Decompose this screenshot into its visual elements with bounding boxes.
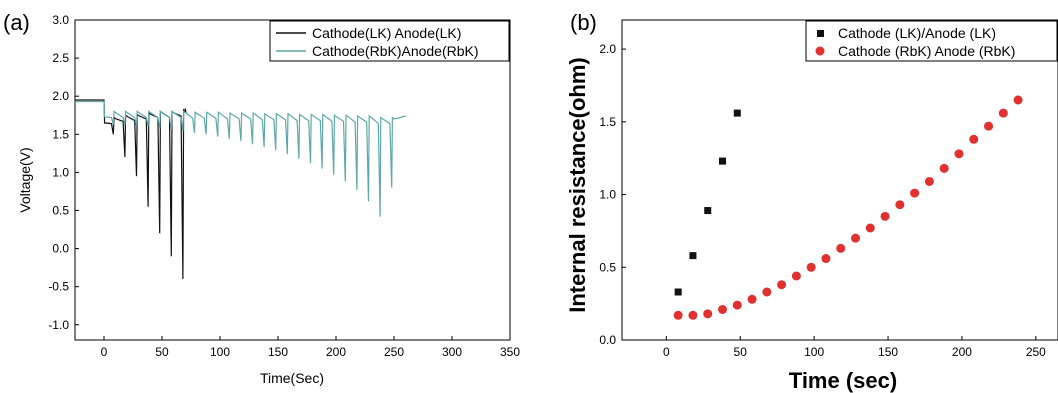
chart-b-point-circle	[954, 149, 964, 159]
chart-b-point-square	[704, 207, 712, 215]
chart-b-legend-marker-1	[815, 46, 825, 56]
chart-a-series-line-0	[75, 99, 187, 280]
chart-b-series	[673, 95, 1023, 320]
chart-a-ylabel: Voltage(V)	[17, 147, 33, 212]
x-tick-label: 50	[734, 345, 748, 359]
chart-b-point-circle	[688, 310, 698, 320]
y-tick-label: 3.0	[52, 13, 69, 27]
chart-a-legend-label-0: Cathode(LK) Anode(LK)	[312, 25, 461, 41]
chart-b-plot-frame	[621, 19, 1058, 341]
chart-b-point-circle	[673, 310, 683, 320]
chart-b-point-circle	[939, 163, 949, 173]
y-tick-label: -1.0	[48, 318, 69, 332]
x-tick-label: 350	[500, 345, 520, 359]
chart-b-point-circle	[732, 300, 742, 310]
chart-b-point-circle	[851, 233, 861, 243]
chart-b-ylabel: Internal resistance(ohm)	[565, 57, 590, 313]
chart-a-plot-frame	[74, 19, 511, 341]
chart-b-point-circle	[703, 309, 713, 319]
chart-b-xlabel: Time (sec)	[789, 368, 897, 393]
x-tick-label: 150	[878, 345, 898, 359]
chart-b-point-circle	[924, 176, 934, 186]
y-tick-label: 0.5	[599, 260, 616, 274]
chart-a-series-line-1	[75, 100, 406, 217]
y-tick-label: 1.0	[52, 165, 69, 179]
chart-b-point-circle	[777, 280, 787, 290]
chart-b-point-circle	[984, 121, 994, 131]
y-tick-label: 1.5	[52, 127, 69, 141]
chart-b-point-circle	[791, 271, 801, 281]
x-tick-label: 50	[155, 345, 169, 359]
x-tick-label: 100	[210, 345, 230, 359]
y-tick-label: 2.0	[599, 42, 616, 56]
chart-b-legend: Cathode (LK)/Anode (LK) Cathode (RbK) An…	[805, 20, 1058, 62]
x-tick-label: 200	[326, 345, 346, 359]
chart-b-point-circle	[1013, 95, 1023, 105]
x-tick-label: 300	[442, 345, 462, 359]
y-tick-label: 0.0	[52, 242, 69, 256]
chart-b-ticks: 0 50 100 150 200 250 0.0 0.5 1.0 1.5 2.0	[599, 42, 1046, 359]
chart-b-point-square	[719, 157, 727, 165]
y-tick-label: 2.5	[52, 51, 69, 65]
chart-b-point-circle	[865, 223, 875, 233]
chart-b-point-circle	[821, 254, 831, 264]
chart-b-point-circle	[910, 188, 920, 198]
chart-a-xlabel: Time(Sec)	[260, 370, 324, 386]
chart-b-point-circle	[762, 287, 772, 297]
chart-b-legend-label-0: Cathode (LK)/Anode (LK)	[838, 25, 996, 41]
chart-a-ticks: 0 50 100 150 200 250 300 350 -1.0 -0.5 0.0 0.5 1.0 1.…	[48, 13, 520, 359]
chart-b-point-circle	[806, 262, 816, 272]
x-tick-label: 250	[1026, 345, 1046, 359]
y-tick-label: 2.0	[52, 89, 69, 103]
chart-b-point-circle	[836, 243, 846, 253]
chart-a-legend-label-1: Cathode(RbK)Anode(RbK)	[312, 43, 479, 59]
chart-b-point-square	[689, 252, 697, 260]
chart-b-legend-marker-0	[817, 30, 824, 37]
chart-b-legend-label-1: Cathode (RbK) Anode (RbK)	[838, 43, 1015, 59]
x-tick-label: 0	[101, 345, 108, 359]
chart-b-point-circle	[880, 211, 890, 221]
chart-b-point-circle	[895, 200, 905, 210]
x-tick-label: 200	[952, 345, 972, 359]
chart-a-legend-box	[269, 20, 510, 62]
x-tick-label: 100	[804, 345, 824, 359]
chart-a-panel-label: (a)	[3, 10, 30, 35]
y-tick-label: 0.5	[52, 203, 69, 217]
chart-a-legend: Cathode(LK) Anode(LK) Cathode(RbK)Anode(…	[269, 20, 510, 62]
chart-a: (a) 0 50 100 150 200 250 300 350 -1.0 -0.5 0.0 0.5 1…	[3, 10, 520, 386]
chart-b-point-circle	[718, 304, 728, 314]
chart-b-legend-box	[805, 20, 1058, 62]
y-tick-label: 0.0	[599, 333, 616, 347]
chart-b-point-square	[733, 109, 741, 117]
chart-b-point-square	[674, 288, 682, 296]
chart-b-panel-label: (b)	[570, 10, 597, 35]
y-tick-label: 1.5	[599, 115, 616, 129]
chart-b: (b) 0 50 100 150 200 250 0.0 0.5 1.0 1.5 2.0 Time …	[565, 10, 1058, 393]
x-tick-label: 0	[663, 345, 670, 359]
x-tick-label: 150	[268, 345, 288, 359]
y-tick-label: -0.5	[48, 280, 69, 294]
chart-b-point-circle	[969, 134, 979, 144]
chart-a-series	[75, 99, 406, 280]
chart-b-point-circle	[747, 294, 757, 304]
x-tick-label: 250	[384, 345, 404, 359]
chart-b-point-circle	[998, 108, 1008, 118]
y-tick-label: 1.0	[599, 188, 616, 202]
